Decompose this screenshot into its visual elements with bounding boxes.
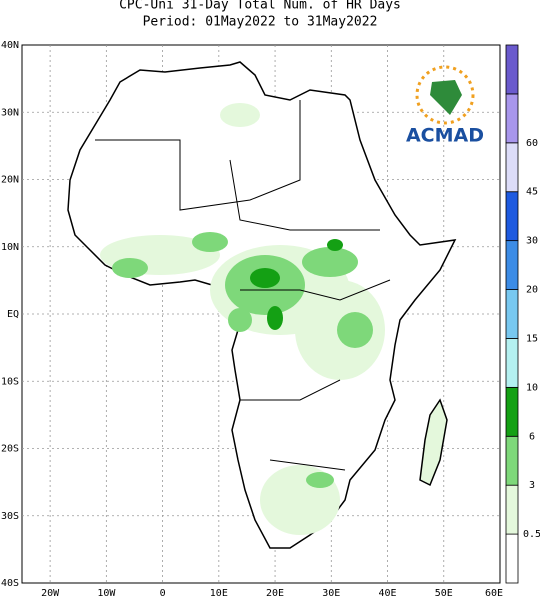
colorbar-segment [505, 533, 519, 584]
colorbar-segment [505, 338, 519, 388]
colorbar-segment [505, 191, 519, 242]
colorbar-label: 45 [526, 187, 538, 198]
lat-label: 30N [1, 107, 19, 118]
colorbar-label: 10 [526, 382, 538, 393]
colorbar-segment [505, 484, 519, 535]
lat-label: 10N [1, 242, 19, 253]
colorbar-label: 15 [526, 333, 538, 344]
colorbar-label: 20 [526, 285, 538, 296]
lon-label: 10W [97, 588, 116, 599]
lon-label: 20W [41, 588, 60, 599]
lat-label: 10S [1, 376, 19, 387]
borders [95, 100, 391, 471]
logo-text: ACMAD [406, 125, 484, 147]
title: CPC-Uni 31-Day Total Num. of HR Days [119, 0, 401, 13]
lat-label: EQ [7, 309, 19, 320]
colorbar-segment [505, 44, 519, 95]
lon-label: 60E [485, 588, 503, 599]
colorbar-label: 60 [526, 138, 538, 149]
lon-label: 10E [210, 588, 228, 599]
rain-heavy [250, 239, 343, 330]
subtitle: Period: 01May2022 to 31May2022 [143, 15, 378, 30]
logo: ACMAD [406, 65, 484, 147]
colorbar-segment [505, 435, 519, 486]
lon-label: 50E [435, 588, 453, 599]
colorbar-segment [505, 142, 519, 193]
colorbar-label: 3 [529, 480, 535, 491]
colorbar: 0.5 3 6 10 15 20 30 45 60 [505, 44, 540, 584]
colorbar-segment [505, 93, 519, 144]
colorbar-label: 6 [529, 431, 535, 442]
colorbar-segment [505, 289, 519, 339]
lon-label: 30E [322, 588, 340, 599]
lat-label: 20S [1, 444, 19, 455]
colorbar-segment [505, 240, 519, 290]
colorbar-label: 0.5 [523, 529, 540, 540]
lat-label: 40N [1, 40, 19, 51]
lon-label: 40E [378, 588, 396, 599]
colorbar-label: 30 [526, 236, 538, 247]
lat-label: 40S [1, 578, 19, 589]
lon-label: 0 [160, 588, 166, 599]
lat-label: 30S [1, 511, 19, 522]
lat-label: 20N [1, 175, 19, 186]
madagascar [419, 398, 448, 487]
lon-label: 20E [266, 588, 284, 599]
colorbar-segment [505, 386, 519, 437]
